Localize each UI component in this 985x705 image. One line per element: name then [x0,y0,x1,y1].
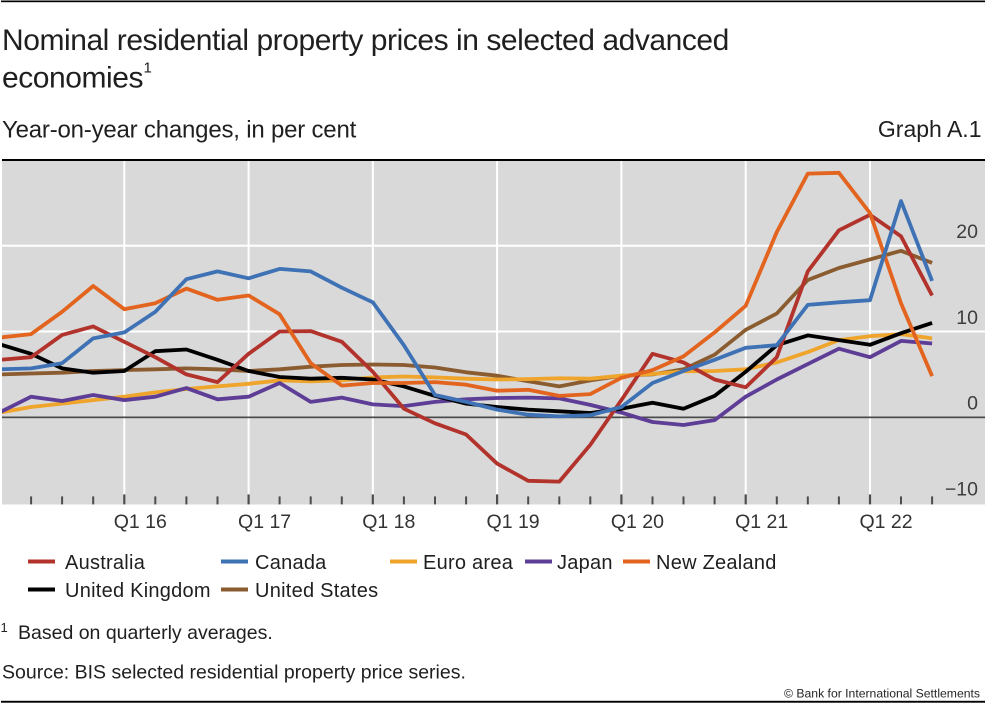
svg-text:0: 0 [967,393,978,415]
svg-text:United States: United States [255,580,378,602]
svg-text:Q1 20: Q1 20 [611,511,664,533]
svg-text:Q1 16: Q1 16 [114,511,167,533]
svg-text:Graph A.1: Graph A.1 [878,116,982,142]
svg-text:Euro area: Euro area [423,552,514,574]
svg-text:10: 10 [956,307,978,329]
svg-text:© Bank for International Settl: © Bank for International Settlements [784,687,980,701]
svg-text:Q1 17: Q1 17 [238,511,291,533]
svg-text:Nominal residential property p: Nominal residential property prices in s… [2,24,729,57]
svg-text:New Zealand: New Zealand [656,552,777,574]
svg-text:−10: −10 [945,478,978,500]
svg-text:Japan: Japan [557,552,613,574]
svg-text:United Kingdom: United Kingdom [65,580,211,602]
svg-text:1: 1 [144,60,152,77]
svg-text:Q1 22: Q1 22 [859,511,912,533]
svg-text:Q1 19: Q1 19 [487,511,540,533]
svg-text:Year-on-year changes, in per c: Year-on-year changes, in per cent [2,117,357,144]
svg-text:Canada: Canada [255,552,327,574]
svg-text:Q1 21: Q1 21 [735,511,788,533]
svg-text:Source: BIS selected residenti: Source: BIS selected residential propert… [2,662,466,684]
svg-text:Q1 18: Q1 18 [362,511,415,533]
svg-text:economies: economies [2,62,143,95]
svg-text:20: 20 [956,221,978,243]
svg-text:Based on quarterly averages.: Based on quarterly averages. [18,622,273,644]
svg-text:Australia: Australia [65,552,146,574]
svg-text:1: 1 [1,620,8,635]
